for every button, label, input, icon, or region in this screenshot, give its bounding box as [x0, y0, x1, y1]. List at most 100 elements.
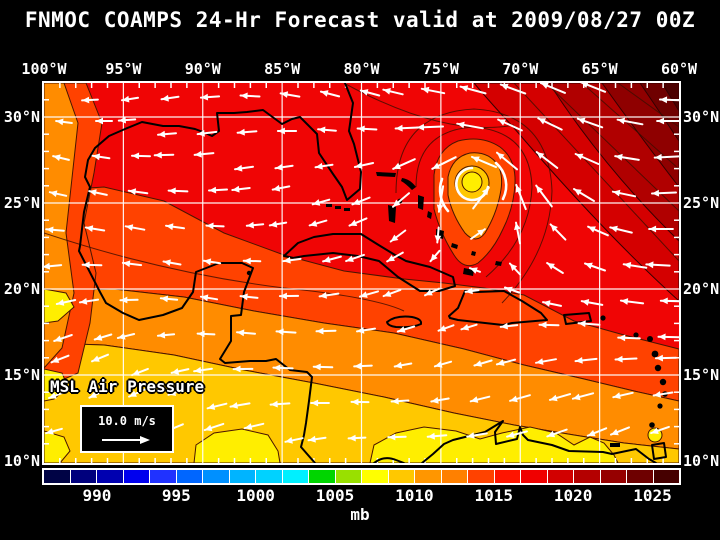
wind-arrow [535, 358, 557, 365]
wind-arrow [612, 391, 634, 399]
wind-arrow [393, 361, 413, 369]
colorbar-segment [203, 470, 230, 483]
wind-arrow [167, 388, 187, 396]
wind-arrow [88, 389, 106, 399]
wind-arrow [268, 220, 288, 228]
colorbar-segment [415, 470, 442, 483]
lat-axis-label-left: 20°N [3, 280, 40, 298]
wind-arrow [514, 221, 521, 245]
wind-arrow [243, 422, 265, 430]
lat-axis-label-left: 15°N [3, 366, 40, 384]
wind-arrow [121, 260, 143, 268]
wind-arrow [460, 323, 478, 331]
wind-arrow [359, 290, 379, 298]
colorbar-segment [653, 470, 679, 483]
lon-axis-label: 70°W [502, 60, 539, 78]
wind-arrow [614, 355, 638, 363]
colorbar-segment [44, 470, 71, 483]
wind-arrow [654, 354, 678, 362]
wind-arrow [579, 81, 607, 93]
wind-arrow [610, 426, 630, 436]
wind-arrow [121, 95, 139, 103]
lat-axis-label-right: 30°N [683, 108, 720, 126]
wind-arrow [546, 428, 568, 438]
lat-axis-label-right: 20°N [683, 280, 720, 298]
wind-arrow [84, 225, 106, 232]
wind-arrow [276, 127, 298, 135]
wind-arrow [318, 292, 340, 299]
wind-arrow [652, 391, 674, 398]
colorbar-tick-label: 995 [161, 486, 191, 505]
wind-arrow [167, 187, 189, 195]
wind-arrow [650, 425, 670, 435]
wind-arrow [319, 90, 341, 98]
wind-arrow [549, 223, 567, 241]
wind-arrow [509, 394, 531, 403]
pressure-colorbar [42, 468, 681, 485]
colorbar-segment [600, 470, 627, 483]
wind-arrow [131, 152, 151, 160]
wind-arrow [351, 196, 371, 206]
wind-arrow [382, 288, 402, 298]
wind-arrow [394, 124, 420, 132]
wind-arrow [429, 249, 441, 263]
wind-arrow [464, 287, 480, 295]
colorbar-segment [150, 470, 177, 483]
colorbar-segment [494, 470, 521, 483]
lon-axis-label: 100°W [21, 60, 67, 78]
wind-arrow [236, 128, 258, 136]
wind-arrow [206, 402, 228, 410]
wind-arrow [274, 163, 294, 171]
wind-arrow [506, 430, 528, 439]
wind-arrow [91, 153, 111, 161]
wind-arrow [548, 393, 572, 402]
wind-arrow [234, 164, 254, 172]
colorbar-tick-label: 1010 [395, 486, 434, 505]
wind-arrow [239, 293, 259, 301]
wind-arrow [55, 118, 73, 126]
wind-arrow [657, 333, 681, 341]
wind-arrow [571, 392, 595, 401]
wind-arrow [50, 354, 70, 364]
colorbar-tick-label: 1025 [633, 486, 672, 505]
wind-arrow [236, 329, 256, 337]
wind-arrow [91, 353, 109, 363]
colorbar-unit: mb [350, 505, 370, 524]
wind-arrow [611, 189, 637, 198]
wind-arrow [45, 427, 63, 435]
lon-axis-label: 80°W [343, 60, 380, 78]
wind-arrow [580, 299, 604, 306]
wind-arrow [472, 186, 490, 210]
wind-arrow [470, 228, 486, 240]
wind-arrow [48, 190, 68, 197]
wind-arrow [272, 364, 294, 372]
lat-axis-label-right: 15°N [683, 366, 720, 384]
wind-arrow [433, 360, 453, 368]
colorbar-segment [547, 470, 574, 483]
wind-arrow [348, 217, 368, 227]
wind-arrow [496, 151, 518, 171]
colorbar-segment [388, 470, 415, 483]
wind-arrow [203, 422, 225, 432]
wind-arrow [538, 321, 560, 329]
wind-arrow [387, 433, 407, 441]
wind-arrow [81, 261, 103, 269]
wind-arrow [586, 427, 608, 437]
wind-arrow [420, 86, 446, 95]
colorbar-segment [229, 470, 256, 483]
wind-arrow [156, 331, 176, 339]
wind-arrow [45, 226, 65, 234]
wind-arrow [437, 324, 455, 332]
colorbar-tick-label: 990 [82, 486, 112, 505]
colorbar-tick-label: 1005 [315, 486, 355, 505]
wind-arrow [499, 83, 527, 95]
wind-arrow [389, 229, 407, 243]
wind-arrow [540, 82, 566, 94]
wind-arrow [55, 299, 77, 306]
wind-arrow [131, 367, 149, 377]
colorbar-segment [521, 470, 548, 483]
wind-arrow [88, 189, 108, 196]
wind-arrow [53, 334, 73, 342]
wind-arrow [497, 118, 523, 132]
